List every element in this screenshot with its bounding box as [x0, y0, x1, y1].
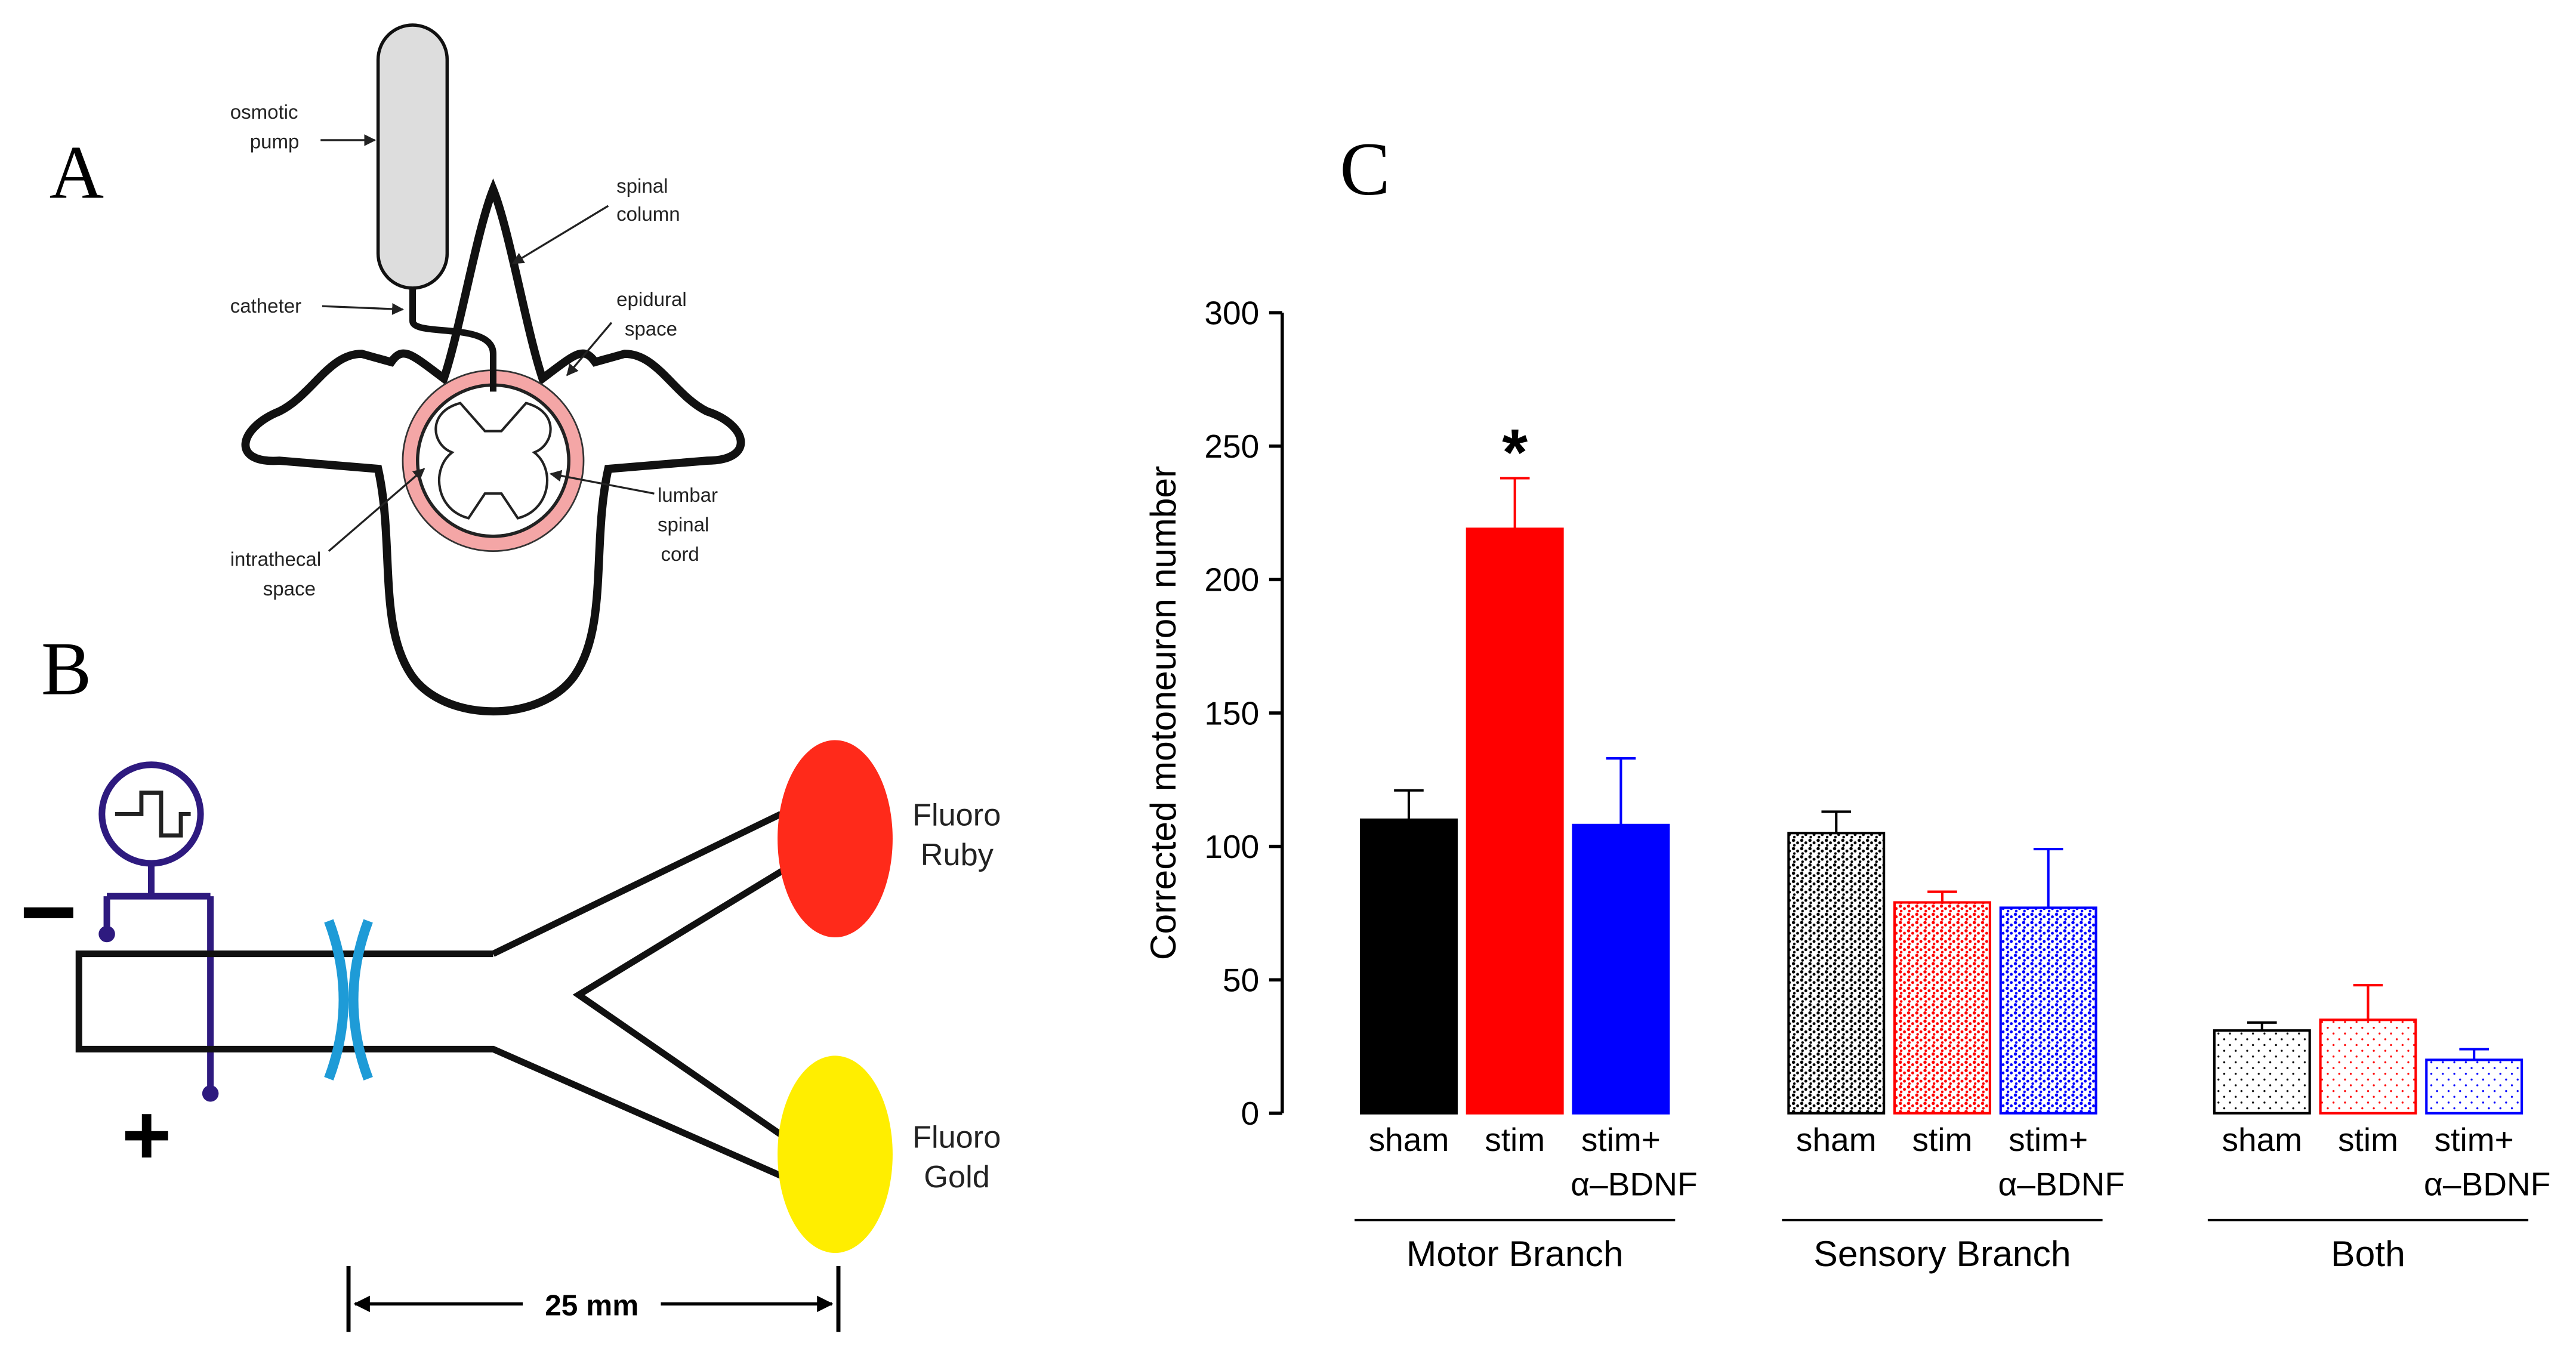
bar	[1360, 818, 1458, 1115]
y-tick-label: 0	[1241, 1095, 1260, 1132]
label: space	[625, 319, 677, 341]
bar-label: stim	[2338, 1121, 2398, 1158]
label: spinal	[616, 175, 668, 197]
label: lumbar	[658, 484, 718, 507]
bar	[1466, 527, 1564, 1115]
label: pump	[250, 131, 300, 153]
y-tick-label: 100	[1204, 828, 1259, 865]
bar-label: stim+	[2435, 1121, 2514, 1158]
group-label: Motor Branch	[1406, 1233, 1624, 1274]
label: space	[263, 578, 316, 600]
bar-label: α–BDNF	[2424, 1166, 2550, 1203]
label: cord	[661, 544, 699, 566]
label: osmotic	[230, 101, 298, 124]
chart: 0 50 100 150 200 250 300 Corrected motoneuron n…	[1143, 294, 2551, 1274]
panel-letter: C	[1340, 128, 1390, 211]
label: catheter	[230, 295, 301, 317]
panel-a: A osmotic pump spinal column catheter ep…	[50, 23, 745, 716]
bar-label: stim	[1485, 1121, 1545, 1158]
bar-label: sham	[1796, 1121, 1877, 1158]
bar	[1893, 901, 1991, 1115]
annotation: *	[1502, 416, 1528, 489]
bar-label: stim+	[2009, 1121, 2088, 1158]
leads	[103, 863, 214, 1094]
minus: −	[20, 857, 78, 967]
plus: +	[122, 1087, 172, 1183]
bar	[1572, 823, 1670, 1115]
cord	[434, 402, 552, 520]
bar	[1787, 832, 1886, 1115]
group-label: Sensory Branch	[1813, 1233, 2071, 1274]
panel-b: B Fluoro Ruby Fluoro Gold − + 25 mm	[20, 627, 1001, 1332]
catheter	[409, 288, 496, 392]
bar-label: α–BDNF	[1998, 1166, 2124, 1203]
cuff	[324, 919, 373, 1081]
panel-letter: A	[50, 131, 104, 214]
ruby	[778, 740, 893, 938]
y-tick-label: 150	[1204, 694, 1259, 731]
gold	[778, 1055, 893, 1253]
bar-label: sham	[1369, 1121, 1449, 1158]
label: spinal	[658, 514, 709, 536]
nerve	[75, 811, 791, 1179]
y-tick-label: 200	[1204, 561, 1259, 598]
panel-letter: B	[41, 627, 92, 711]
y-tick-label: 300	[1204, 294, 1259, 331]
label: Ruby	[921, 838, 994, 872]
label: epidural	[616, 289, 687, 311]
pump	[376, 23, 449, 290]
bar	[2213, 1029, 2311, 1115]
electrode	[202, 1085, 219, 1102]
scale-label: 25 mm	[545, 1289, 638, 1322]
y-tick-label: 50	[1223, 961, 1259, 998]
y-tick-label: 250	[1204, 428, 1259, 465]
bar-label: sham	[2222, 1121, 2302, 1158]
group-label: Both	[2331, 1233, 2405, 1274]
bar-label: stim+	[1581, 1121, 1661, 1158]
label: intrathecal	[230, 548, 321, 570]
bar-label: stim	[1912, 1121, 1972, 1158]
bar	[2425, 1058, 2523, 1115]
bar-label: α–BDNF	[1571, 1166, 1697, 1203]
label: Fluoro	[912, 798, 1001, 833]
y-axis-label: Corrected motoneuron number	[1143, 466, 1183, 961]
label: column	[616, 203, 680, 226]
electrode	[98, 925, 115, 943]
label: Gold	[924, 1160, 990, 1194]
bar	[2319, 1018, 2417, 1115]
label: Fluoro	[912, 1121, 1001, 1155]
bar	[1999, 906, 2097, 1115]
wave	[115, 791, 191, 838]
